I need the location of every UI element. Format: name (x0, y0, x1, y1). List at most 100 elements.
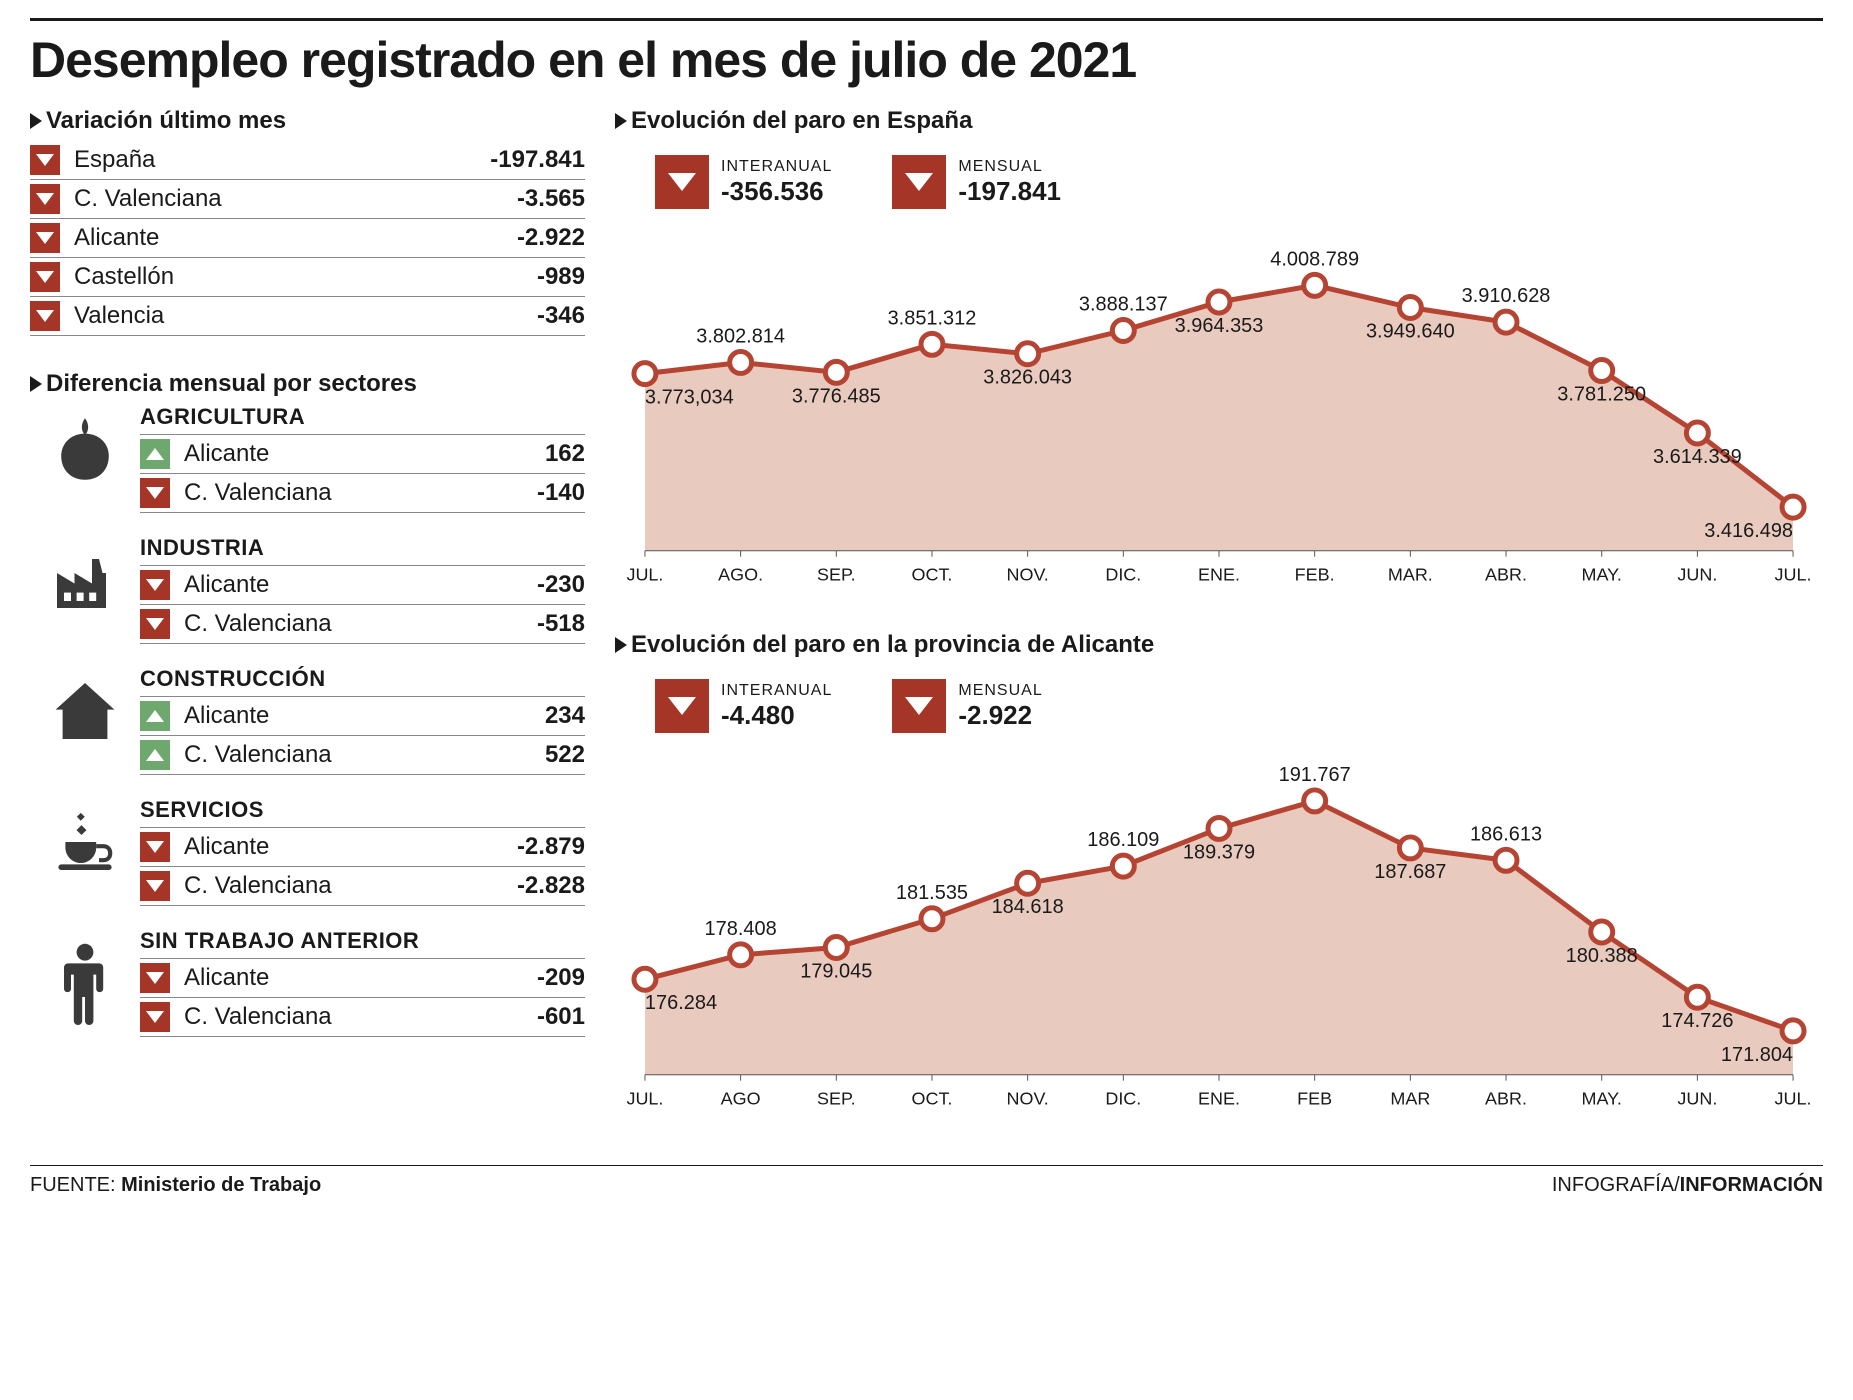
x-axis-label: AGO (721, 1089, 761, 1109)
variation-row: C. Valenciana -3.565 (30, 180, 585, 219)
chart-point (1399, 297, 1421, 319)
x-axis-label: MAR (1390, 1089, 1430, 1109)
badge-label: INTERANUAL (721, 682, 832, 700)
chart-point (1112, 855, 1134, 877)
sector-title: INDUSTRIA (140, 535, 585, 566)
sector-title: CONSTRUCCIÓN (140, 666, 585, 697)
chart-point (1399, 837, 1421, 859)
sector-row: C. Valenciana 522 (140, 736, 585, 775)
point-label: 3.614.339 (1653, 446, 1742, 468)
chart-point (730, 944, 752, 966)
arrow-down-icon (140, 570, 170, 600)
x-axis-label: DIC. (1105, 565, 1141, 585)
point-label: 184.618 (992, 896, 1064, 918)
chart-head: Evolución del paro en la provincia de Al… (615, 631, 1823, 659)
variation-row: Valencia -346 (30, 297, 585, 336)
chart-badge: INTERANUAL -4.480 (655, 679, 832, 733)
chart-point (825, 361, 847, 383)
x-axis-label: MAR. (1388, 565, 1433, 585)
x-axis-label: ENE. (1198, 565, 1240, 585)
chart-badge: INTERANUAL -356.536 (655, 155, 832, 209)
chart-point (1686, 422, 1708, 444)
chart-point (1782, 496, 1804, 518)
agriculture-icon (30, 404, 140, 484)
sector-construction: CONSTRUCCIÓN Alicante 234 C. Valenciana … (30, 666, 585, 775)
x-axis-label: OCT. (912, 1089, 953, 1109)
badge-label: MENSUAL (958, 682, 1042, 700)
point-label: 3.781.250 (1557, 383, 1646, 405)
point-label: 3.826.043 (983, 367, 1072, 389)
x-axis-label: OCT. (912, 565, 953, 585)
variation-value: -346 (537, 302, 585, 330)
arrow-down-icon (140, 832, 170, 862)
variation-label: España (74, 146, 490, 174)
chart-head-text: Evolución del paro en España (631, 107, 972, 135)
point-label: 180.388 (1566, 945, 1638, 967)
sectors-head-text: Diferencia mensual por sectores (46, 370, 417, 398)
chart-badges: INTERANUAL -4.480 MENSUAL -2.922 (655, 679, 1043, 733)
chart-point (1495, 311, 1517, 333)
construction-icon (30, 666, 140, 746)
sectors-block: Diferencia mensual por sectores AGRICULT… (30, 370, 585, 1037)
sector-noWork: SIN TRABAJO ANTERIOR Alicante -209 C. Va… (30, 928, 585, 1037)
variation-label: Valencia (74, 302, 537, 330)
badge-value: -4.480 (721, 700, 832, 731)
chart-point (1304, 790, 1326, 812)
variation-value: -989 (537, 263, 585, 291)
chart-point (1017, 872, 1039, 894)
variation-label: Castellón (74, 263, 537, 291)
sector-industry: INDUSTRIA Alicante -230 C. Valenciana -5… (30, 535, 585, 644)
chart-svg: 3.773,0343.802.8143.776.4853.851.3123.82… (615, 141, 1823, 601)
point-label: 3.949.640 (1366, 320, 1455, 342)
chart-alicante: Evolución del paro en la provincia de Al… (615, 631, 1823, 1125)
x-axis-label: DIC. (1105, 1089, 1141, 1109)
tri-right-icon (30, 113, 42, 129)
point-label: 181.535 (896, 882, 968, 904)
industry-icon (30, 535, 140, 615)
chart-point (1591, 360, 1613, 382)
chart-point (921, 908, 943, 930)
point-label: 176.284 (645, 992, 717, 1014)
top-rule (30, 18, 1823, 21)
arrow-down-icon (30, 262, 60, 292)
x-axis-label: SEP. (817, 565, 856, 585)
sector-services: SERVICIOS Alicante -2.879 C. Valenciana … (30, 797, 585, 906)
sectors-head: Diferencia mensual por sectores (30, 370, 585, 398)
variation-row: España -197.841 (30, 141, 585, 180)
chart-head: Evolución del paro en España (615, 107, 1823, 135)
point-label: 179.045 (800, 960, 872, 982)
badge-label: MENSUAL (958, 158, 1061, 176)
point-label: 3.416.498 (1704, 520, 1793, 542)
chart-point (730, 351, 752, 373)
variation-label: C. Valenciana (74, 185, 517, 213)
badge-value: -2.922 (958, 700, 1042, 731)
badge-value: -197.841 (958, 176, 1061, 207)
x-axis-label: NOV. (1007, 565, 1049, 585)
x-axis-label: JUL. (1775, 1089, 1812, 1109)
x-axis-label: ABR. (1485, 1089, 1527, 1109)
left-column: Variación último mes España -197.841 C. … (30, 107, 585, 1155)
point-label: 178.408 (705, 918, 777, 940)
chart-point (1591, 921, 1613, 943)
chart-spain: Evolución del paro en España INTERANUAL … (615, 107, 1823, 601)
chart-head-text: Evolución del paro en la provincia de Al… (631, 631, 1154, 659)
badge-value: -356.536 (721, 176, 832, 207)
tri-right-icon (615, 637, 627, 653)
chart-point (1495, 849, 1517, 871)
variation-label: Alicante (74, 224, 517, 252)
arrow-down-icon (140, 963, 170, 993)
page-title: Desempleo registrado en el mes de julio … (30, 31, 1823, 89)
x-axis-label: FEB (1297, 1089, 1332, 1109)
sector-agriculture: AGRICULTURA Alicante 162 C. Valenciana -… (30, 404, 585, 513)
arrow-down-icon (140, 1002, 170, 1032)
chart-point (1017, 343, 1039, 365)
arrow-down-icon (892, 155, 946, 209)
chart-point (1112, 320, 1134, 342)
point-label: 3.773,034 (645, 387, 734, 409)
arrow-up-icon (140, 439, 170, 469)
sector-row: C. Valenciana -518 (140, 605, 585, 644)
x-axis-label: ENE. (1198, 1089, 1240, 1109)
point-label: 3.964.353 (1175, 315, 1264, 337)
arrow-down-icon (30, 223, 60, 253)
chart-point (1686, 986, 1708, 1008)
